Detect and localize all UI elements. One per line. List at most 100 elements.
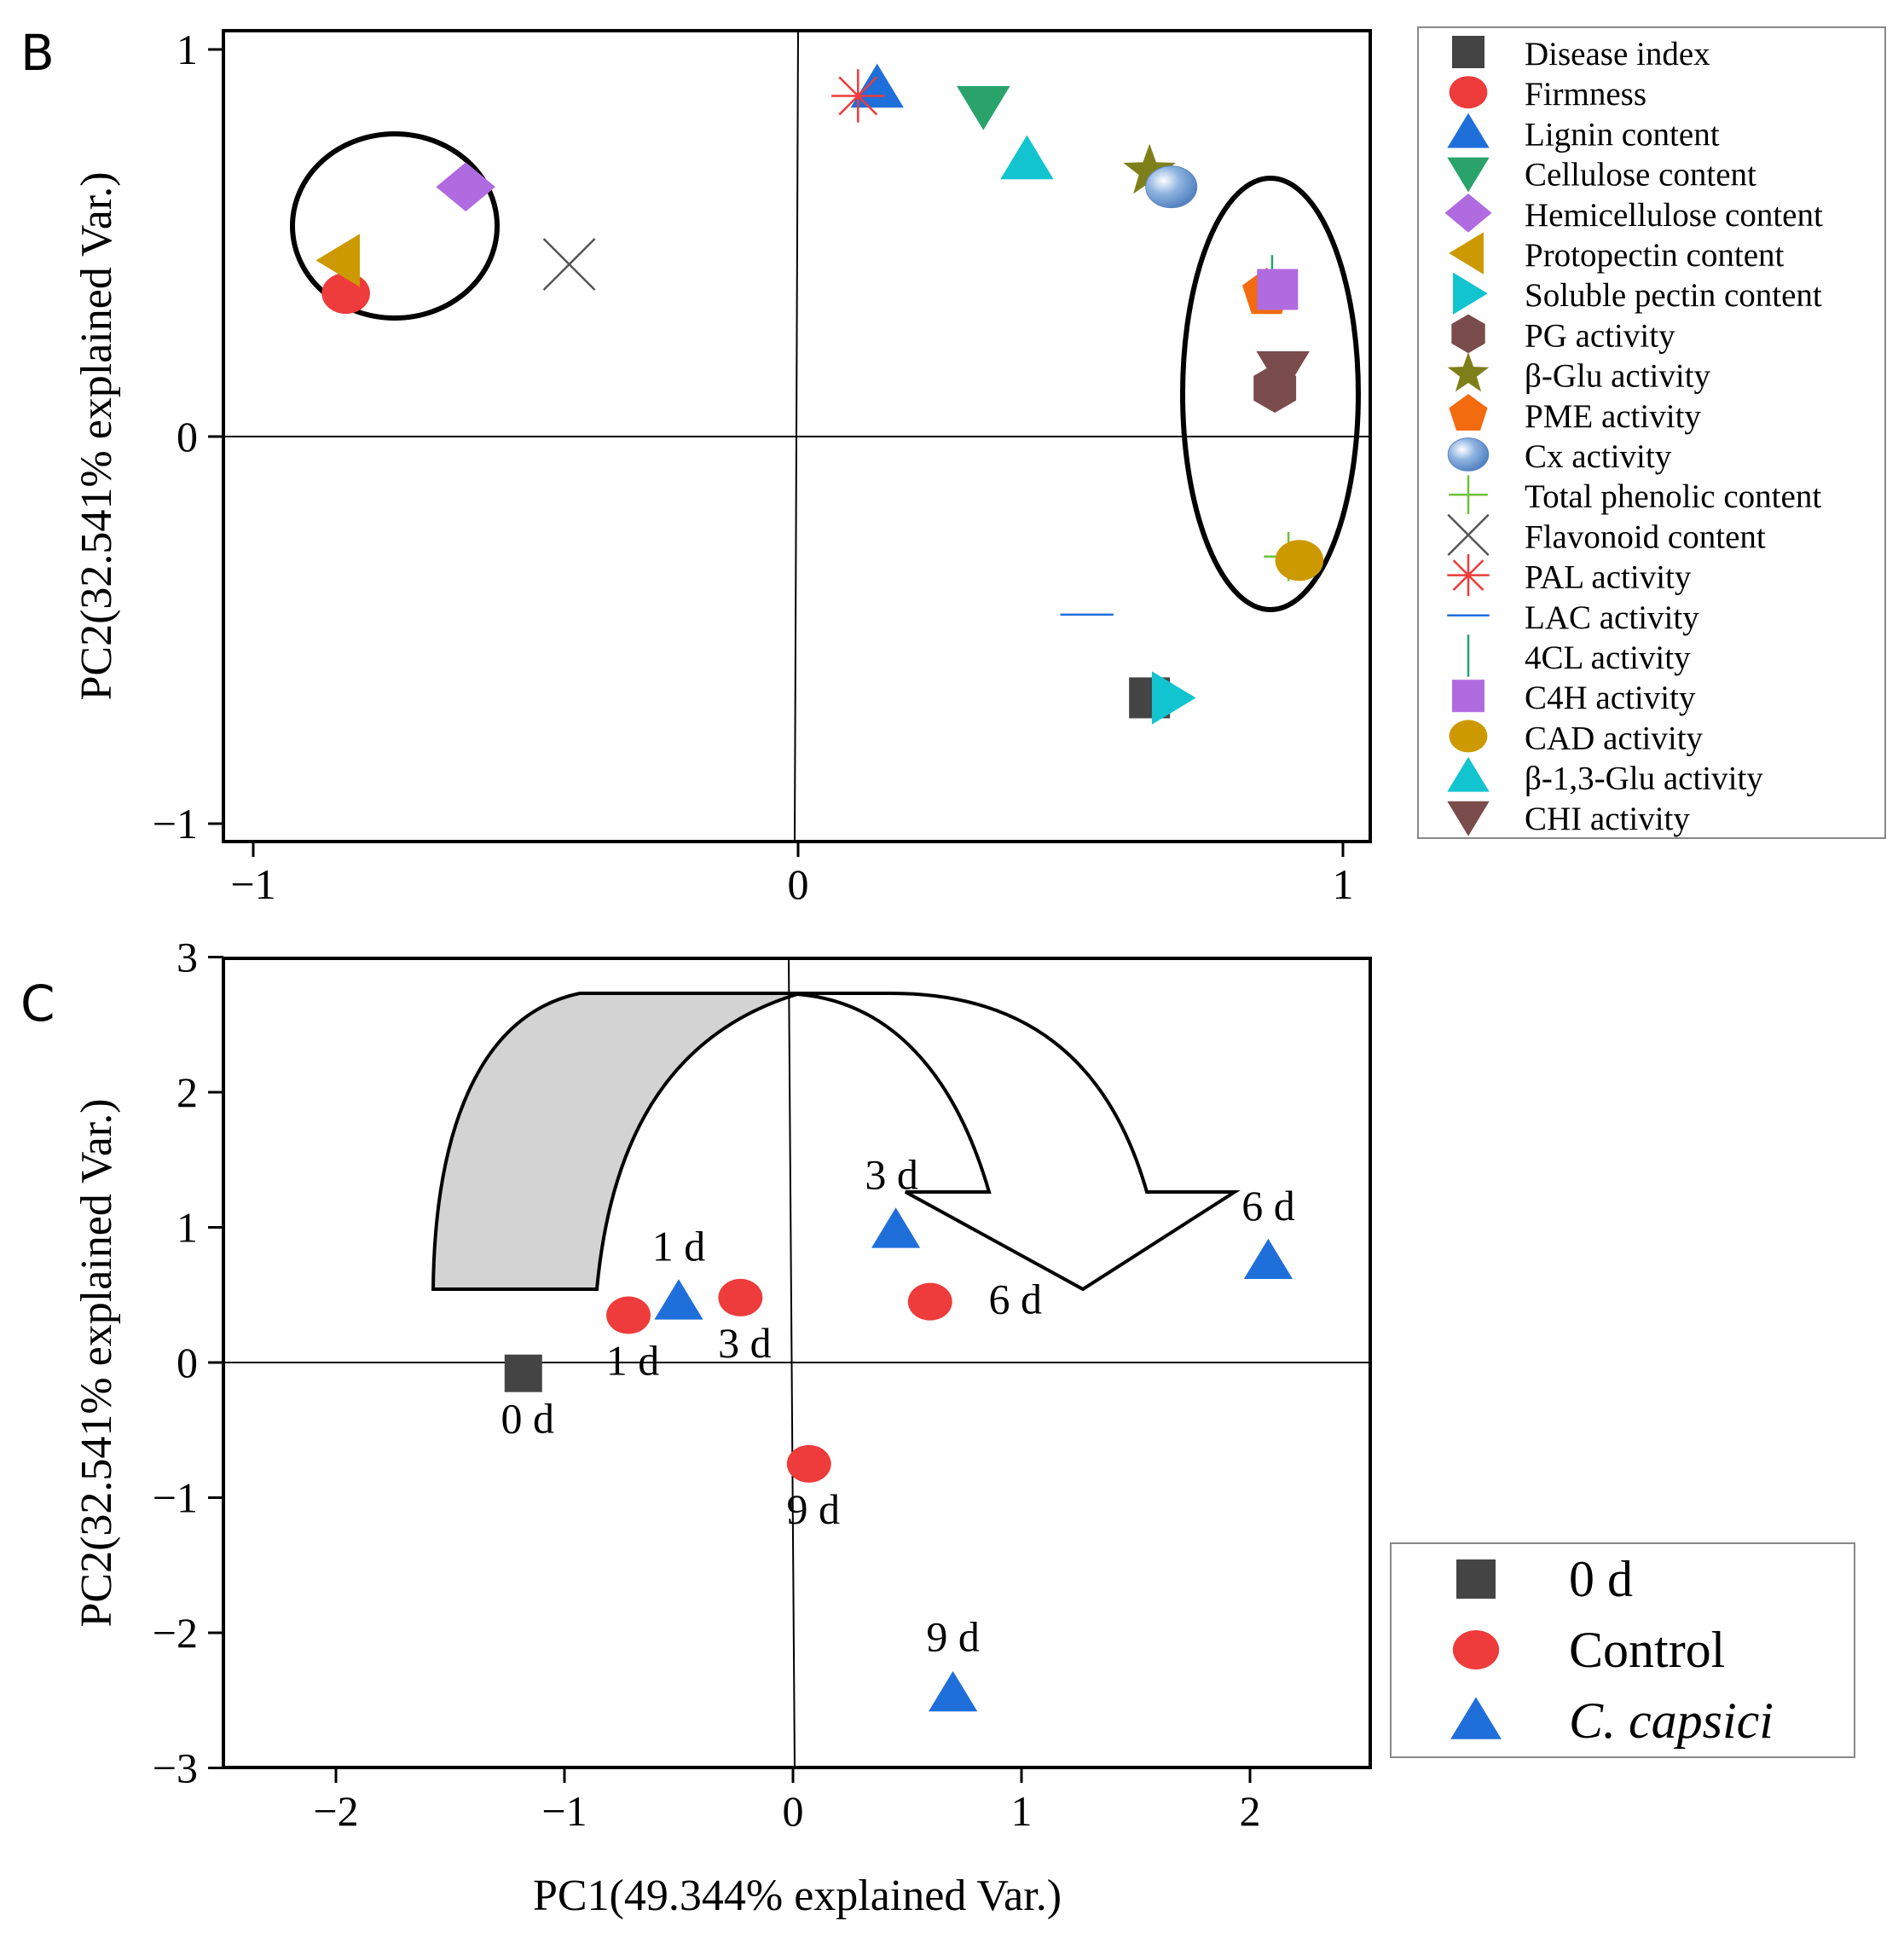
panel-b-legend-label: Total phenolic content [1525,478,1821,515]
panel-b-cluster-ellipse-left [290,131,500,321]
panel-c-point-label: 0 d [501,1395,555,1443]
panel-b-point-pal-activity [831,69,885,123]
panel-b-xtick-label: −1 [230,860,275,908]
panel-b-point-chi-activity [1256,351,1310,396]
panel-c-legend-label: Control [1569,1622,1725,1678]
panel-b-legend-marker [1444,194,1492,233]
panel-c-xtick-label: 2 [1240,1787,1261,1835]
panel-c-point-0-d-0d [504,1354,542,1392]
panel-b-letter: B [20,24,55,82]
panel-b-cluster-ellipse-right [1180,176,1361,612]
panel-b-zero-vline [794,30,799,842]
panel-b-legend-label: Cellulose content [1525,157,1756,194]
panel-c-point-label: 6 d [989,1276,1043,1323]
panel-b-legend-marker [1449,76,1488,109]
panel-c-xtick-label: −2 [313,1787,358,1835]
panel-c-point-label: 9 d [787,1485,841,1533]
panel-c-ytick-label: 1 [177,1204,198,1252]
panel-c-point-c-capsici-9d [929,1670,978,1712]
panel-c-arrow-tail [431,992,799,1291]
panel-b-legend-label: CHI activity [1525,801,1690,837]
panel-b-xtick-label: 1 [1333,860,1354,908]
panel-b-ytick-label: 1 [177,26,198,73]
panel-c-point-label: 9 d [926,1612,980,1660]
panel-c-ytick-label: −3 [153,1744,198,1792]
panel-c-point-control-3d [718,1278,763,1316]
panel-c-xtick-label: 0 [783,1787,804,1835]
panel-b-legend-marker [1452,36,1484,68]
panel-b-legend-label: PG activity [1525,317,1675,354]
panel-c-point-label: 3 d [718,1319,772,1367]
panel-b-point-cellulose-content [957,86,1010,130]
panel-c-point-c-capsici-6d [1243,1238,1293,1279]
panel-c-point-control-6d [907,1282,952,1321]
panel-b-legend-marker [1449,475,1488,514]
panel-c-xlabel: PC1(49.344% explained Var.) [533,1872,1062,1920]
panel-b-point-cad-activity [1275,540,1324,581]
panel-c-xtick-label: −1 [541,1787,587,1835]
panel-c-xtick-label: 1 [1011,1787,1033,1835]
panel-c-ytick-label: −2 [153,1609,198,1657]
panel-b-ytick-label: 0 [177,413,198,460]
panel-b-legend-marker [1447,801,1490,836]
panel-c-point-control-9d [786,1444,831,1483]
panel-b-legend-label: β-1,3-Glu activity [1525,761,1763,797]
panel-b-legend-marker [1451,314,1485,354]
panel-b-legend-label: PME activity [1525,398,1701,435]
panel-b-legend-marker [1447,756,1490,792]
panel-c-point-label: 6 d [1241,1182,1295,1229]
panel-c-point-label: 1 d [606,1337,660,1385]
panel-b-xtick-label: 0 [788,860,809,908]
panel-c-ylabel: PC2(32.541% explained Var.) [72,1098,121,1627]
panel-b-legend-marker [1453,272,1488,315]
panel-b-point-c4h-activity [1257,269,1299,310]
panel-b-legend-label: Hemicellulose content [1525,197,1823,234]
panel-c-ytick-label: −1 [153,1474,198,1522]
panel-b-legend-label: PAL activity [1525,559,1692,596]
panel-b-legend-label: β-Glu activity [1525,358,1711,395]
panel-b-legend-marker [1449,394,1488,431]
panel-b-legend-label: LAC activity [1525,599,1699,636]
panel-b-legend-marker [1449,232,1484,275]
panel-b-legend-box [1417,26,1886,839]
panel-c-ytick-label: 0 [177,1339,198,1386]
panel-b-legend-marker [1447,157,1490,193]
panel-b-legend-label: Cx activity [1525,438,1672,475]
panel-b-legend-marker [1452,680,1484,713]
panel-b-legend-marker [1447,553,1490,597]
panel-c-legend-marker [1452,1630,1500,1669]
panel-b-legend-marker [1447,113,1490,148]
panel-c-point-c-capsici-3d [871,1207,921,1248]
panel-c-arrow-head [796,992,1241,1292]
panel-c-legend-label: 0 d [1569,1551,1633,1607]
panel-b-point-glu-activity [1123,143,1176,194]
panel-c-legend-marker [1456,1559,1496,1599]
panel-b-legend-marker [1449,720,1488,753]
panel-b-point-soluble-pectin-content [1151,671,1196,725]
panel-c-point-control-1d [606,1296,651,1334]
panel-b-legend-marker [1447,437,1490,472]
panel-b-legend-marker [1447,513,1490,557]
panel-c-legend-label: C. capsici [1569,1692,1774,1749]
panel-c-scores-plot: −2 −1 0 1 2 −3 −2 −1 0 1 2 3 PC2(32.541% explained V… [72,934,1855,1920]
panel-b-legend-label: Flavonoid content [1525,518,1766,555]
panel-b-legend-label: C4H activity [1525,680,1696,716]
panel-b-point-hemicellulose-content [436,162,495,211]
panel-b-point-cx-activity [1145,165,1198,209]
panel-c-point-label: 1 d [652,1223,706,1270]
panel-c-legend-marker [1450,1697,1502,1739]
panel-b-ylabel: PC2(32.541% explained Var.) [72,171,121,700]
panel-b-point-firmness [321,273,370,315]
panel-b-legend-label: Firmness [1525,76,1646,113]
panel-c-ytick-label: 2 [177,1068,198,1116]
panel-b-legend-label: Disease index [1525,36,1710,72]
panel-c-point-c-capsici-1d [654,1279,703,1320]
panel-b-point-1-3-glu-activity [1000,135,1054,180]
panel-b-point-flavonoid-content [542,238,596,291]
panel-b-legend-label: 4CL activity [1525,639,1691,676]
panel-b-legend-label: Protopectin content [1525,237,1785,274]
panel-b-legend-label: CAD activity [1525,720,1704,756]
panel-b-loadings-plot: −1 0 1 −1 0 1 PC2(32.541% explained Var.) Disea… [72,26,1886,908]
panel-c-zero-vline [788,958,796,1768]
